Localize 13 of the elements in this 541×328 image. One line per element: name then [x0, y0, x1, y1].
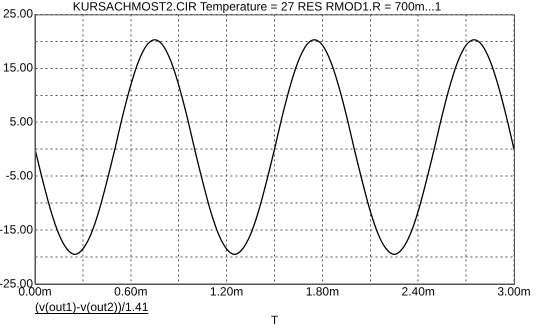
x-tick-label: 1.80m [306, 284, 340, 299]
x-tick-label: 0.60m [114, 284, 148, 299]
y-tick-label: 5.00 [10, 114, 34, 129]
y-tick-label: 15.00 [2, 60, 34, 75]
x-tick-label: 3.00m [497, 284, 531, 299]
line-series [35, 39, 514, 255]
text: (v(out1)-v(out2))/1.41 [35, 300, 149, 314]
x-tick-label: 1.20m [210, 284, 244, 299]
chart-title: KURSACHMOST2.CIR Temperature = 27 RES RMOD1.R = 700m...1 [72, 0, 442, 14]
y-tick-label: 25.00 [2, 6, 34, 21]
x-axis-title: T [270, 313, 279, 328]
y-tick-label: -5.00 [6, 168, 34, 182]
x-tick-label: 2.40m [402, 284, 435, 299]
